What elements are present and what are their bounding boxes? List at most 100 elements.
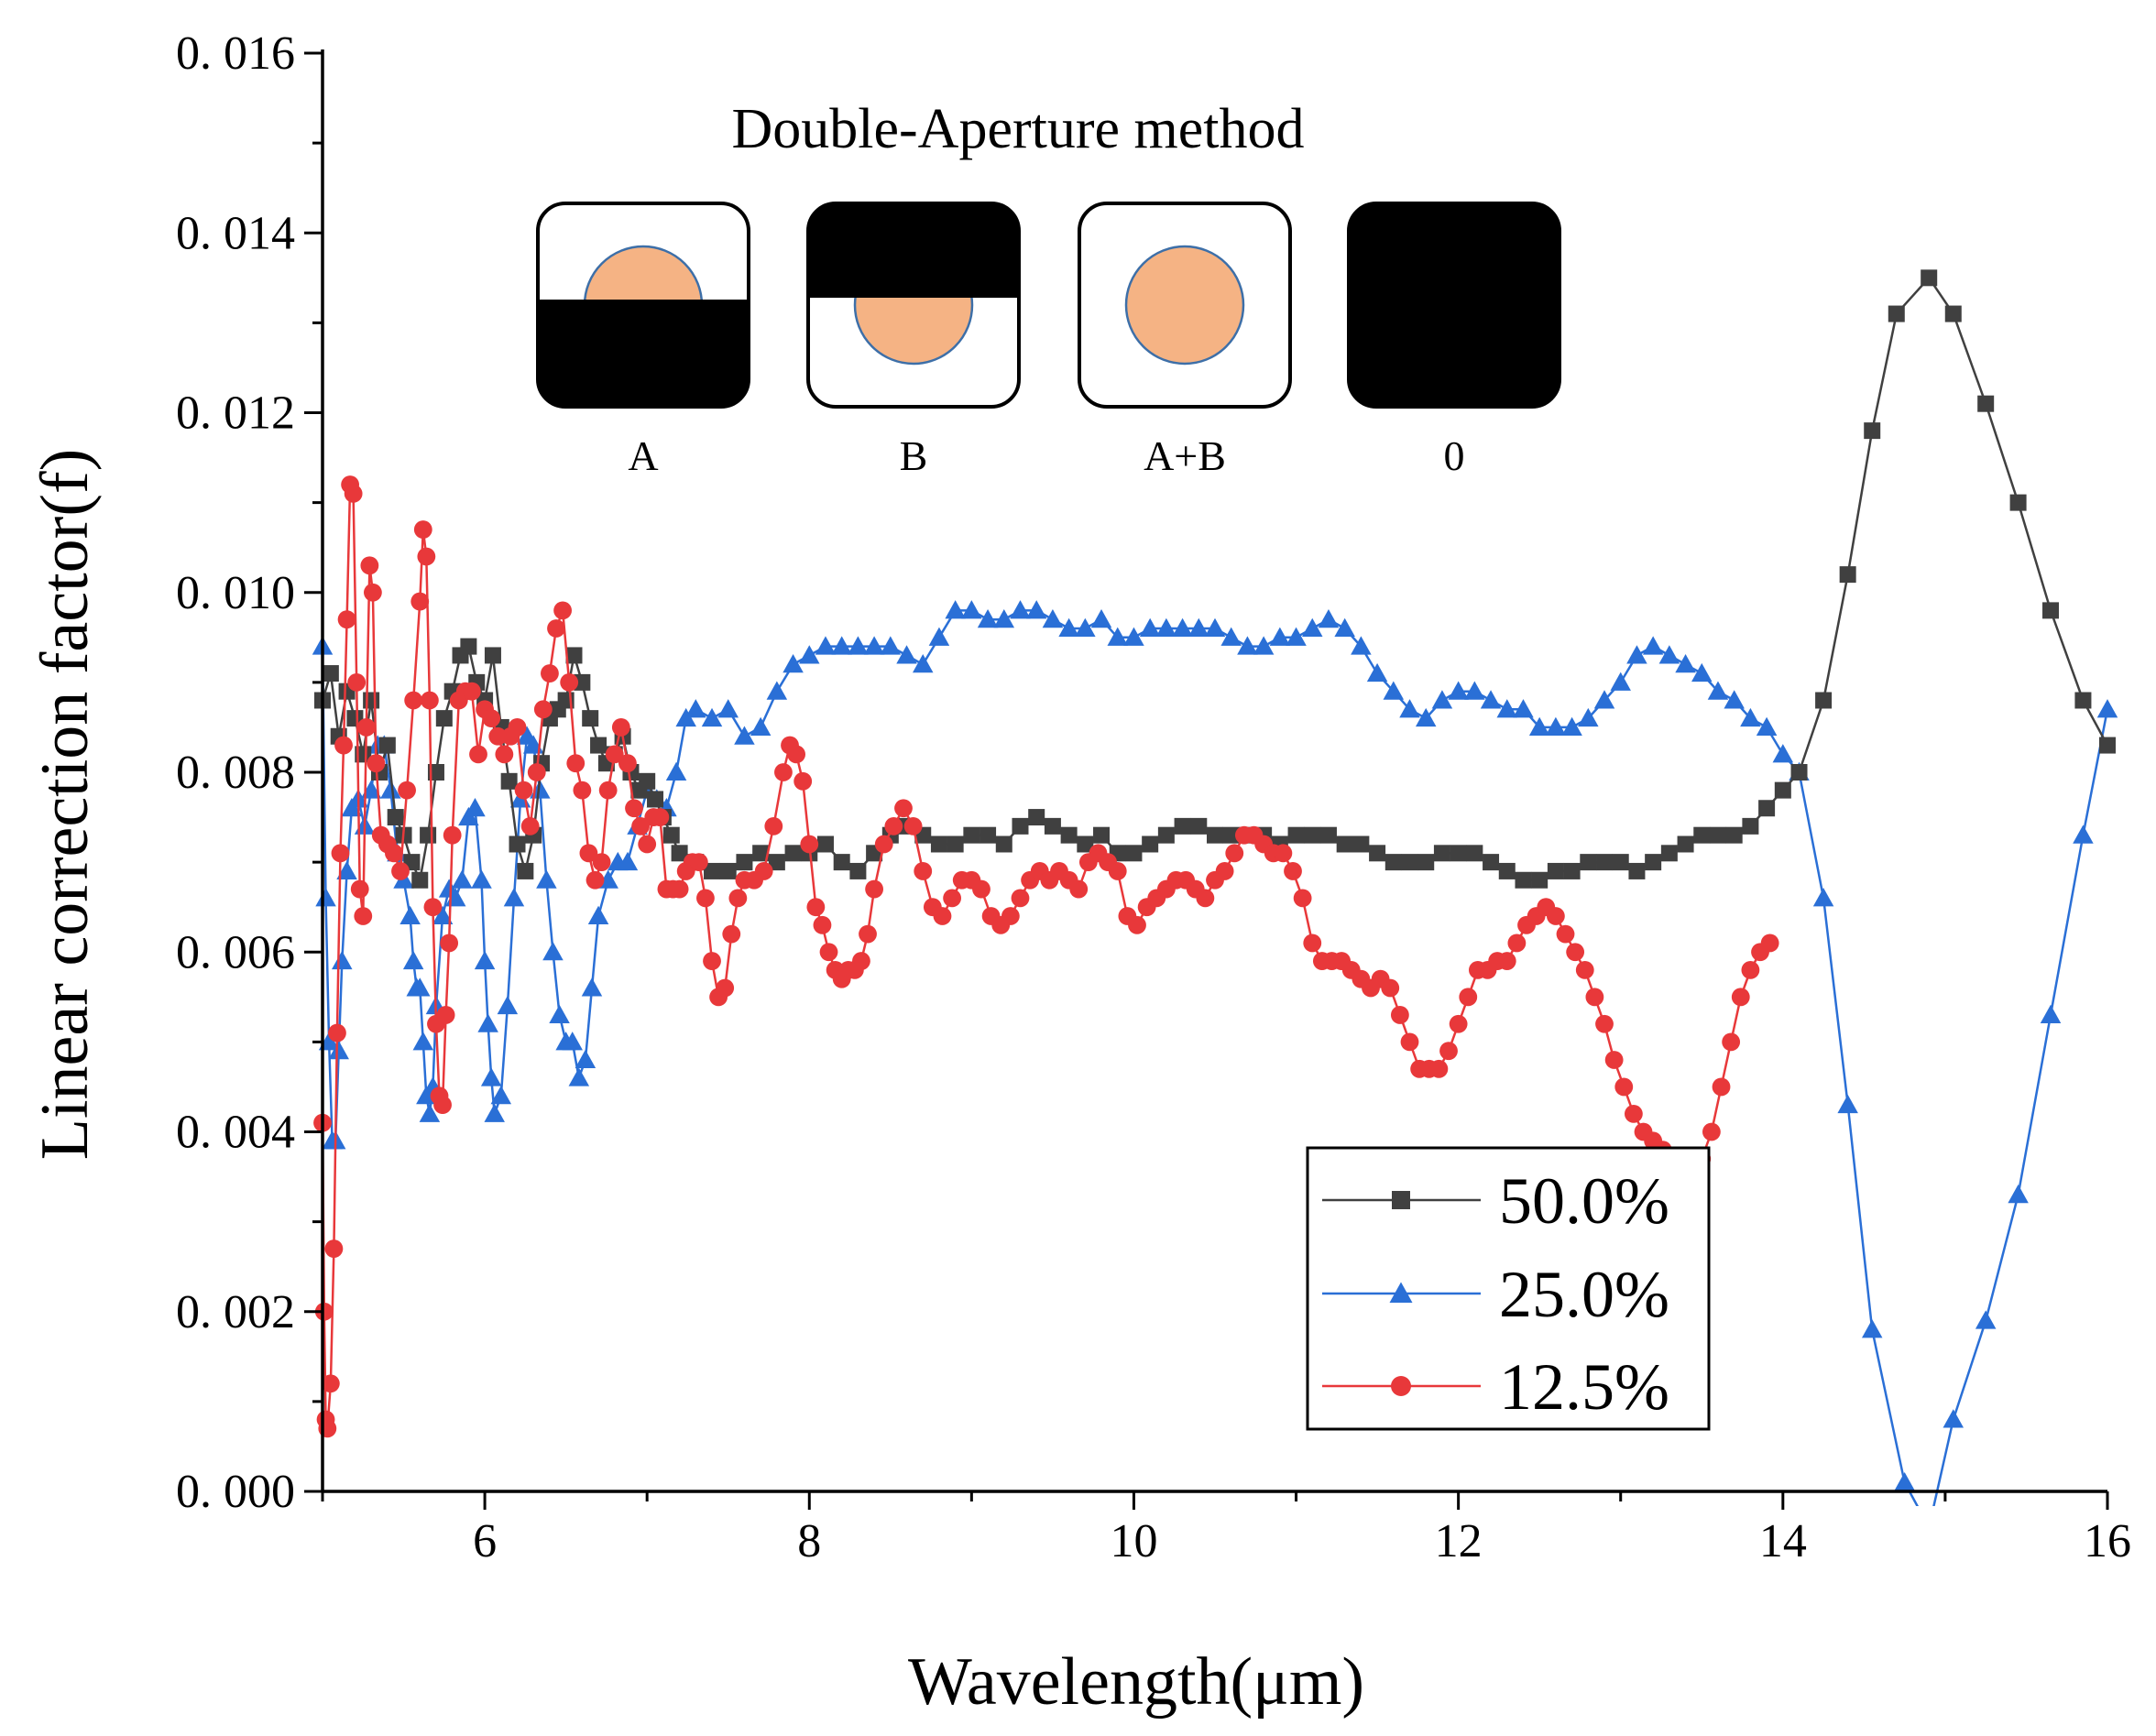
data-point-12.5%-9: [337, 610, 356, 629]
data-point-12.5%-176: [1624, 1104, 1643, 1123]
data-point-12.5%-88: [800, 835, 819, 854]
data-point-50.0%-15: [435, 710, 453, 727]
aperture-disc: [1124, 245, 1245, 366]
data-point-50.0%-90: [1417, 854, 1435, 871]
data-point-50.0%-32: [574, 673, 591, 691]
inset-panel-border: [1347, 202, 1561, 409]
data-point-25.0%-124: [1691, 662, 1713, 682]
data-point-25.0%-20: [410, 977, 431, 997]
data-point-25.0%-82: [1010, 600, 1031, 619]
data-point-12.5%-170: [1566, 943, 1585, 962]
data-point-12.5%-12: [347, 672, 367, 692]
data-point-50.0%-85: [1336, 835, 1353, 853]
data-point-12.5%-86: [787, 745, 806, 764]
data-point-50.0%-72: [1125, 845, 1143, 862]
data-point-50.0%-83: [1304, 826, 1321, 844]
data-point-12.5%-7: [331, 844, 350, 863]
data-point-50.0%-82: [1287, 826, 1305, 844]
inset-title: Double-Aperture method: [732, 98, 1305, 160]
data-point-25.0%-69: [799, 645, 820, 664]
data-point-25.0%-117: [1578, 707, 1599, 727]
data-point-12.5%-21: [385, 844, 403, 863]
data-point-50.0%-1: [322, 665, 339, 682]
data-point-12.5%-135: [1225, 844, 1244, 863]
data-point-50.0%-108: [1709, 826, 1726, 844]
data-point-12.5%-172: [1585, 988, 1604, 1007]
data-point-25.0%-100: [1302, 617, 1323, 637]
data-point-50.0%-105: [1660, 845, 1678, 862]
data-point-50.0%-110: [1742, 817, 1759, 835]
data-point-50.0%-107: [1693, 826, 1711, 844]
data-point-12.5%-171: [1575, 960, 1594, 979]
data-point-25.0%-78: [945, 600, 966, 619]
data-point-12.5%-77: [716, 978, 735, 998]
data-point-50.0%-55: [849, 862, 867, 879]
data-point-12.5%-18: [367, 754, 386, 773]
data-point-12.5%-75: [703, 952, 721, 970]
legend-item-50.0%: 50.0%: [1322, 1164, 1669, 1238]
data-point-25.0%-62: [685, 699, 706, 718]
data-point-12.5%-78: [722, 924, 741, 944]
y-tick-label: 0. 014: [176, 207, 295, 259]
data-point-12.5%-39: [469, 745, 487, 764]
data-point-25.0%-72: [848, 636, 869, 655]
data-point-25.0%-45: [542, 942, 564, 961]
data-point-12.5%-14: [354, 907, 373, 925]
data-point-25.0%-67: [766, 681, 788, 700]
data-point-50.0%-66: [1028, 809, 1045, 826]
data-point-25.0%-7: [336, 860, 357, 879]
y-axis-title: Linear correction factor(f): [27, 449, 103, 1161]
data-point-25.0%-71: [831, 636, 852, 655]
data-point-12.5%-74: [696, 889, 715, 908]
data-point-25.0%-126: [1724, 690, 1745, 709]
data-point-12.5%-41: [482, 709, 501, 728]
data-point-25.0%-139: [2040, 1004, 2062, 1023]
data-point-12.5%-156: [1429, 1059, 1449, 1078]
data-point-50.0%-88: [1384, 854, 1402, 871]
data-point-50.0%-14: [427, 764, 444, 781]
data-point-12.5%-109: [972, 879, 990, 899]
data-point-25.0%-111: [1480, 690, 1502, 709]
data-point-25.0%-26: [432, 905, 454, 924]
data-point-12.5%-28: [420, 691, 439, 710]
inset-panel-label: A: [628, 432, 658, 479]
data-point-12.5%-65: [638, 835, 657, 854]
data-point-12.5%-91: [819, 943, 838, 962]
data-point-12.5%-140: [1274, 844, 1293, 863]
data-point-50.0%-9: [387, 809, 404, 826]
data-point-50.0%-122: [2042, 602, 2060, 619]
data-point-50.0%-43: [662, 826, 680, 844]
data-point-25.0%-60: [665, 761, 687, 781]
aperture-mask: [1349, 203, 1560, 407]
inset-panel-border: [536, 202, 750, 409]
data-point-50.0%-68: [1060, 826, 1078, 844]
data-point-12.5%-153: [1400, 1032, 1419, 1052]
data-point-12.5%-125: [1128, 915, 1146, 934]
data-point-12.5%-102: [903, 816, 923, 835]
data-point-25.0%-49: [568, 1067, 590, 1086]
data-point-50.0%-121: [2009, 494, 2027, 511]
y-tick-label: 0. 012: [176, 388, 295, 440]
data-point-12.5%-55: [573, 781, 592, 800]
data-point-12.5%-38: [463, 682, 481, 701]
y-tick-label: 0. 010: [176, 567, 295, 619]
data-point-25.0%-112: [1496, 699, 1518, 718]
data-point-50.0%-95: [1498, 862, 1516, 879]
data-point-50.0%-8: [378, 737, 396, 754]
data-point-50.0%-93: [1466, 845, 1483, 862]
data-point-25.0%-104: [1366, 662, 1388, 682]
data-point-12.5%-47: [520, 816, 540, 835]
data-point-12.5%-11: [344, 484, 363, 503]
data-point-50.0%-31: [565, 647, 583, 664]
data-point-25.0%-18: [402, 950, 424, 970]
data-point-25.0%-55: [617, 851, 639, 871]
data-point-25.0%-64: [717, 699, 739, 718]
data-point-25.0%-97: [1253, 636, 1275, 655]
data-point-25.0%-31: [465, 798, 486, 817]
data-point-12.5%-89: [806, 898, 826, 917]
data-point-50.0%-63: [980, 826, 997, 844]
data-point-25.0%-138: [2008, 1184, 2029, 1204]
data-point-50.0%-25: [517, 862, 534, 879]
data-point-12.5%-52: [553, 601, 572, 620]
data-point-12.5%-99: [874, 835, 893, 854]
